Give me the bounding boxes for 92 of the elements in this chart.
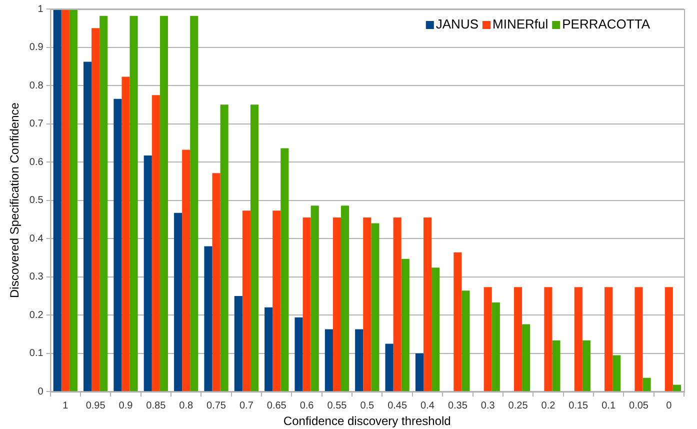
bar [69, 9, 78, 392]
bar [92, 28, 100, 392]
x-tick-label: 0.75 [206, 400, 226, 412]
legend-label: PERRACOTTA [562, 16, 650, 32]
x-tick-label: 1 [62, 400, 69, 412]
bar [310, 206, 319, 392]
legend-label: JANUS [436, 16, 479, 32]
bar [144, 156, 152, 392]
bar [612, 355, 621, 392]
bar [552, 340, 560, 392]
y-tick-label: 0.3 [29, 272, 44, 283]
x-tick-label: 0 [666, 400, 672, 412]
y-axis-title: Discovered Specification Confidence [8, 102, 22, 298]
bar [355, 329, 364, 392]
bar [174, 212, 182, 392]
x-tick-label: 0.45 [388, 400, 408, 412]
x-tick-label: 0.5 [360, 400, 375, 412]
x-tick-label: 0.05 [629, 400, 649, 412]
x-tick-label: 0.8 [179, 400, 194, 412]
bar [324, 329, 333, 392]
x-axis-title: Confidence discovery threshold [283, 414, 451, 428]
y-tick-label: 0.4 [29, 233, 44, 244]
x-tick-label: 0.2 [541, 400, 556, 412]
legend-label: MINERful [492, 16, 548, 32]
bar [160, 16, 168, 392]
bar [242, 210, 250, 392]
bar [393, 218, 402, 392]
bar [114, 98, 122, 392]
bar [294, 317, 303, 392]
bar [234, 296, 242, 392]
x-tick-label: 0.3 [480, 400, 496, 412]
bar [122, 76, 130, 392]
x-tick-label: 0.1 [602, 400, 616, 412]
bar [514, 287, 522, 392]
bar [363, 218, 372, 392]
y-tick-label: 0 [38, 386, 44, 398]
bar [604, 287, 613, 392]
bar [385, 344, 394, 392]
bar [423, 218, 432, 392]
bar [332, 218, 341, 392]
y-tick-label: 0.6 [29, 156, 44, 168]
bar [664, 287, 673, 392]
y-tick-label: 0.5 [29, 195, 44, 206]
bar [100, 16, 108, 392]
bar [582, 340, 590, 392]
bar [401, 258, 410, 392]
x-tick-label: 0.25 [508, 400, 528, 412]
x-tick-label: 0.7 [239, 400, 254, 412]
x-tick-label: 0.4 [420, 400, 435, 412]
y-tick-label: 0.8 [29, 80, 44, 92]
bar [264, 307, 273, 392]
bar [280, 148, 289, 392]
bar [220, 104, 228, 392]
x-tick-label: 0.9 [118, 400, 134, 412]
bar [302, 218, 311, 392]
x-tick-label: 0.85 [146, 400, 166, 412]
y-tick-label: 0.1 [29, 348, 44, 360]
bar [672, 384, 681, 392]
bar [432, 268, 440, 392]
bar [272, 210, 281, 392]
bar [454, 252, 462, 392]
bar [250, 104, 259, 392]
bar [522, 324, 530, 392]
y-tick-label: 0.9 [29, 42, 44, 54]
bar [415, 353, 424, 392]
bar [462, 290, 470, 392]
x-tick-label: 0.6 [300, 400, 314, 412]
x-tick-label: 0.15 [568, 400, 589, 412]
bar [190, 16, 198, 392]
y-tick-label: 0.2 [29, 310, 44, 321]
bar [544, 287, 552, 392]
bar [204, 246, 212, 392]
bar [574, 287, 582, 392]
bar [130, 16, 138, 392]
x-tick-label: 0.35 [448, 400, 468, 412]
bar [53, 9, 62, 392]
bar [371, 223, 380, 392]
x-tick-label: 0.95 [86, 400, 106, 412]
bar [182, 150, 190, 392]
y-tick-label: 0.7 [29, 118, 44, 130]
bar [634, 287, 643, 392]
y-tick-label: 1 [38, 4, 44, 15]
bar [341, 206, 350, 392]
bar [492, 302, 500, 392]
bar [484, 287, 492, 392]
bar [212, 173, 220, 392]
bar [61, 9, 70, 392]
bar [83, 62, 92, 392]
x-tick-label: 0.65 [266, 400, 287, 412]
bar [642, 378, 651, 392]
x-tick-label: 0.55 [327, 400, 348, 412]
bar [152, 95, 160, 392]
